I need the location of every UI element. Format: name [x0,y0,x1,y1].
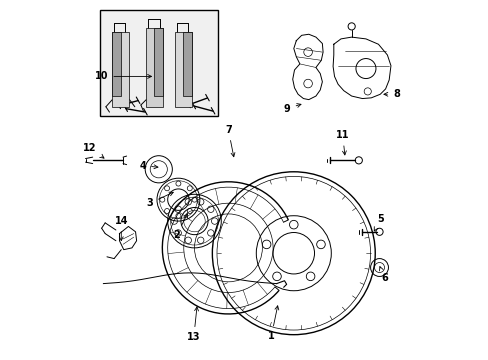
Text: 5: 5 [373,214,383,231]
Text: 14: 14 [114,216,128,240]
Text: 4: 4 [139,161,158,171]
Text: 13: 13 [186,307,200,342]
Text: 6: 6 [379,267,387,283]
Polygon shape [175,32,192,107]
Text: 8: 8 [383,89,399,99]
Polygon shape [112,32,121,96]
Text: 3: 3 [146,192,173,208]
Text: 10: 10 [95,71,151,81]
Polygon shape [183,32,192,96]
Text: 9: 9 [284,104,300,113]
Text: 1: 1 [267,306,278,342]
Polygon shape [146,28,163,107]
Text: 11: 11 [335,130,349,155]
Bar [100,10,217,116]
Polygon shape [154,28,163,96]
Text: 7: 7 [224,125,234,157]
Text: 2: 2 [173,214,187,240]
Text: 12: 12 [83,143,104,158]
Polygon shape [112,32,129,107]
